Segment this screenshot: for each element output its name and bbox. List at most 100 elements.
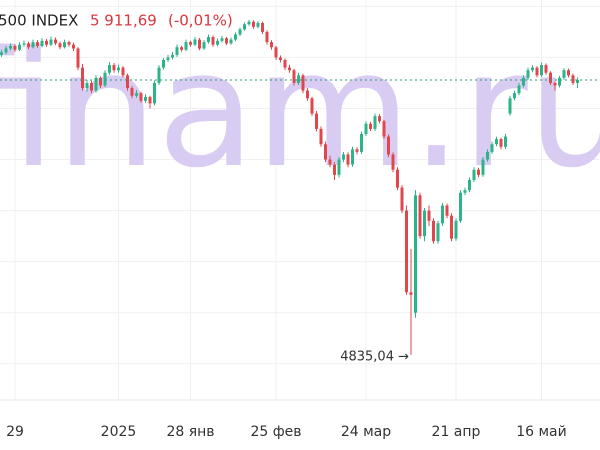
candle-body (175, 47, 179, 55)
candle-body (315, 113, 318, 129)
candle-body (328, 159, 332, 165)
candle-body (4, 48, 8, 53)
candle-body (468, 179, 471, 191)
candle-body (54, 39, 57, 44)
candle-body (445, 205, 449, 216)
candle-body (247, 21, 251, 25)
candles (0, 19, 600, 355)
candle-body (58, 43, 62, 48)
candle-body (540, 65, 543, 76)
candle-body (306, 90, 309, 99)
candle-body (508, 98, 512, 114)
candle-body (252, 21, 255, 27)
candle-body (571, 75, 575, 83)
candle-body (553, 82, 557, 86)
candle-body (450, 215, 453, 239)
candle-body (261, 22, 264, 32)
candle-body (463, 190, 467, 193)
candle-body (76, 48, 80, 68)
candle-body (13, 45, 17, 50)
candle-body (121, 67, 125, 76)
candle-body (562, 70, 566, 78)
candle-body (31, 42, 35, 48)
candle-body (477, 169, 480, 175)
candle-body (36, 42, 39, 46)
candle-body (360, 134, 363, 152)
candle-body (432, 220, 435, 242)
candle-body (409, 292, 413, 295)
candle-body (472, 169, 476, 180)
candle-body (391, 154, 395, 170)
candle-body (405, 210, 408, 293)
candle-body (198, 39, 201, 49)
candle-body (342, 154, 345, 160)
candle-body (558, 77, 561, 86)
last-price: 5 911,69 (90, 12, 157, 30)
candle-body (373, 116, 377, 129)
candle-body (166, 57, 170, 60)
candle-body (22, 43, 26, 45)
candle-body (279, 57, 282, 60)
candle-body (504, 136, 507, 147)
candle-body (522, 77, 525, 86)
candle-body (301, 75, 305, 91)
candle-body (351, 149, 354, 165)
candle-body (292, 70, 296, 83)
candle-body (144, 97, 147, 101)
candle-body (126, 75, 129, 89)
candle-body (414, 195, 417, 313)
candle-body (423, 210, 426, 237)
candle-body (153, 82, 156, 104)
candle-body (112, 65, 116, 71)
candle-body (157, 67, 161, 83)
watermark: finam.ru (0, 16, 600, 203)
candle-body (513, 93, 516, 99)
candle-body (225, 38, 228, 44)
candle-body (576, 79, 579, 83)
candle-body (180, 47, 183, 50)
candle-body (171, 54, 174, 58)
candle-body (486, 151, 489, 160)
candle-body (162, 59, 165, 68)
candle-body (378, 116, 381, 122)
candle-body (319, 128, 323, 145)
candle-body (337, 159, 341, 175)
x-tick-label: 16 май (516, 424, 567, 440)
candle-body (310, 98, 314, 114)
candle-body (85, 82, 89, 89)
candle-body (135, 93, 138, 96)
candle-body (216, 40, 219, 45)
x-tick-label: 25 фев (250, 424, 301, 440)
candle-body (441, 205, 444, 224)
candle-body (81, 67, 84, 89)
candle-body (99, 77, 102, 86)
candle-body (18, 44, 21, 50)
candle-body (243, 24, 246, 30)
candle-body (526, 70, 530, 78)
candle-body (333, 164, 336, 175)
candle-body (193, 39, 197, 45)
candle-body (229, 39, 233, 44)
candle-body (45, 40, 48, 45)
candle-body (288, 67, 291, 71)
candle-body (490, 144, 494, 152)
candle-body (189, 42, 192, 45)
candle-body (234, 34, 237, 40)
candle-body (49, 39, 53, 45)
candle-body (72, 44, 75, 49)
candle-body (130, 88, 134, 96)
candle-body (459, 192, 462, 221)
candle-body (67, 42, 71, 45)
candle-body (265, 31, 269, 43)
x-tick-label: 2025 (101, 424, 137, 440)
candle-body (427, 210, 431, 221)
candle-body (139, 93, 143, 101)
candle-body (238, 29, 242, 35)
candle-body (396, 169, 399, 188)
candle-body (202, 42, 206, 49)
candle-body (274, 47, 278, 58)
candle-body (481, 159, 485, 175)
candle-body (0, 52, 3, 55)
candle-body (567, 70, 570, 76)
